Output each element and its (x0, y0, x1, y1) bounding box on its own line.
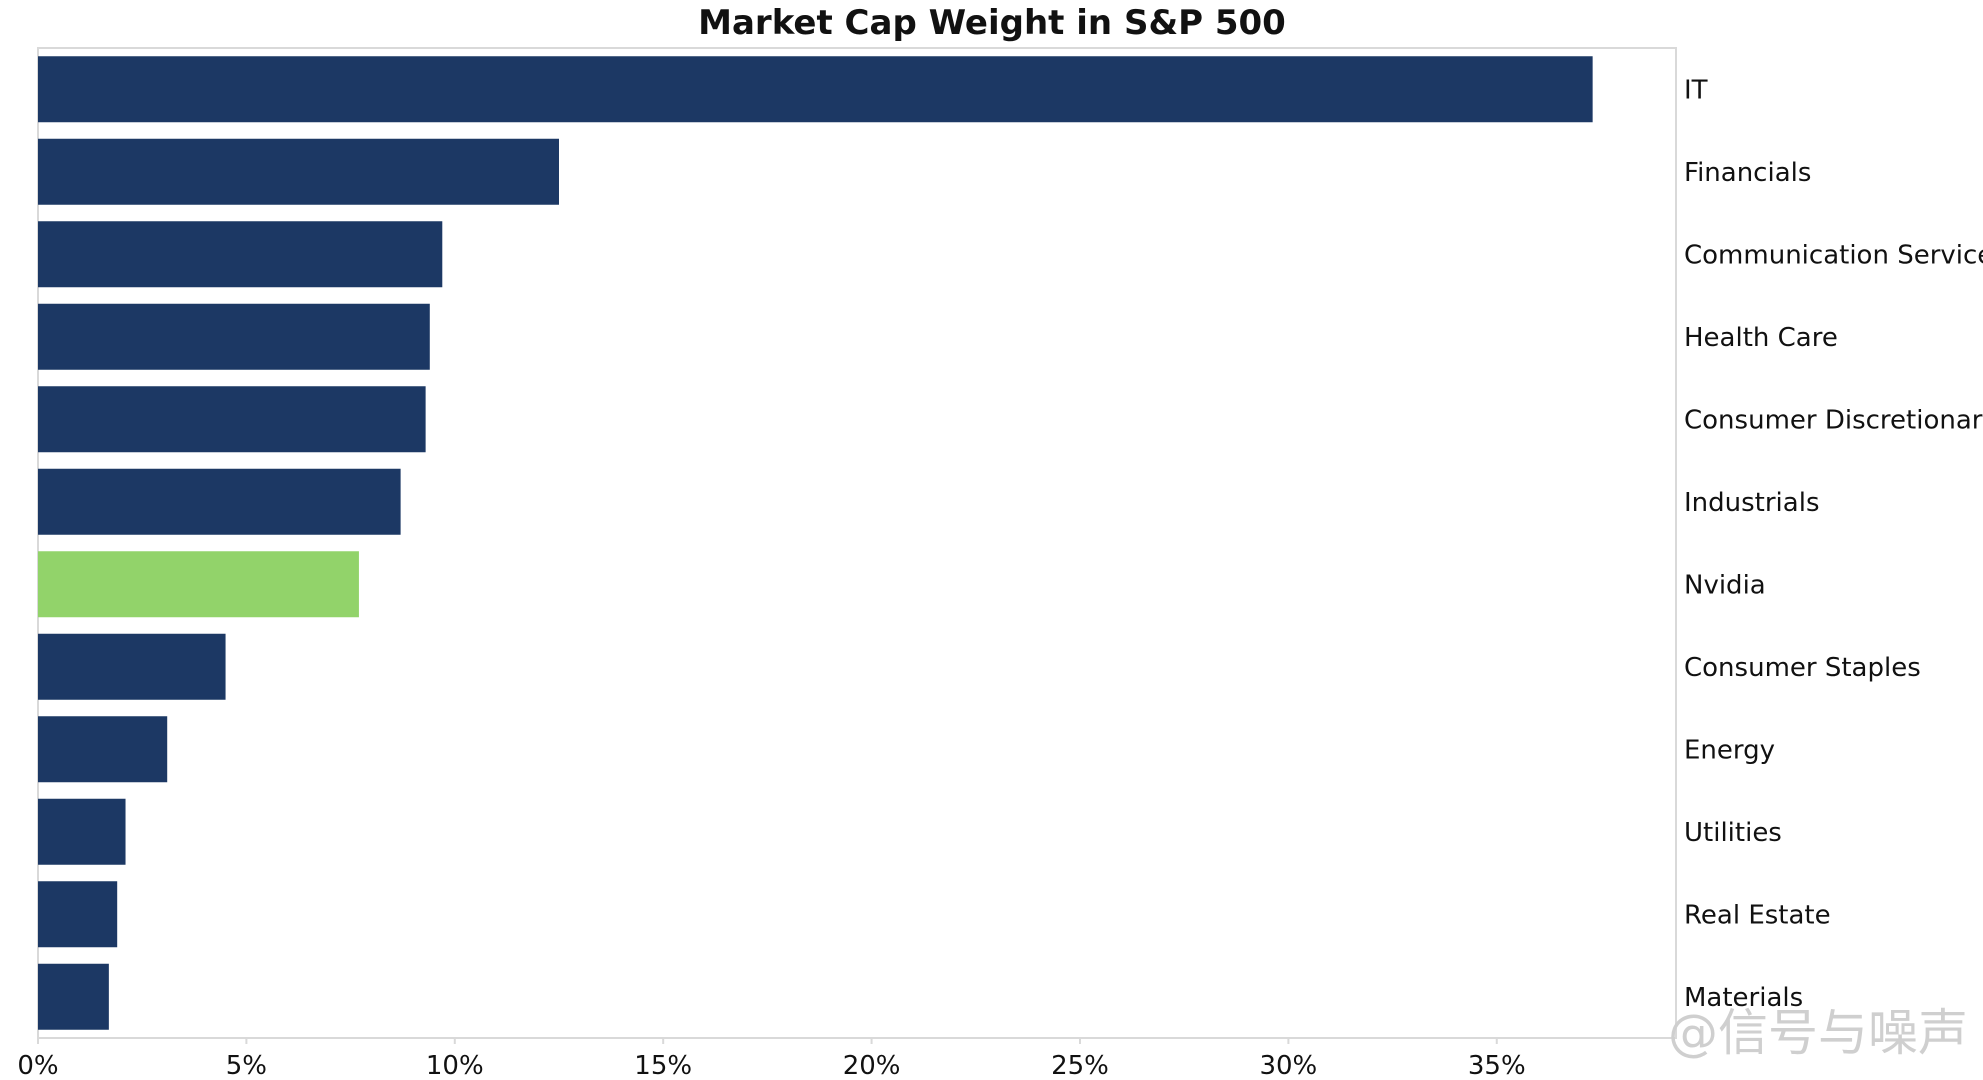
watermark-text: @信号与噪声 (1668, 1004, 1968, 1062)
category-label: Utilities (1684, 818, 1782, 848)
x-tick-label: 5% (226, 1051, 267, 1080)
category-label: IT (1684, 75, 1708, 105)
chart-title: Market Cap Weight in S&P 500 (698, 3, 1286, 43)
x-tick-label: 25% (1051, 1051, 1109, 1080)
bars-group (38, 56, 1593, 1030)
plot-frame (37, 47, 1677, 1039)
bar-energy (38, 716, 168, 783)
bar-utilities (38, 798, 126, 865)
x-tick-label: 0% (17, 1051, 58, 1080)
category-label: Consumer Staples (1684, 653, 1921, 683)
x-tick-label: 30% (1259, 1051, 1317, 1080)
bar-nvidia (38, 551, 359, 618)
x-tick-label: 15% (634, 1051, 692, 1080)
bar-communication-services (38, 221, 443, 288)
x-tick-label: 10% (426, 1051, 484, 1080)
bar-consumer-discretionary (38, 386, 426, 453)
category-label: Energy (1684, 735, 1775, 765)
x-tick-label: 20% (843, 1051, 901, 1080)
category-label: Real Estate (1684, 900, 1831, 930)
category-labels: IT Financials Communication Services Health… (1684, 75, 1983, 1013)
category-label: Nvidia (1684, 570, 1766, 600)
bar-health-care (38, 303, 430, 370)
bar-financials (38, 138, 559, 205)
bar-consumer-staples (38, 633, 226, 700)
x-tick-label: 35% (1468, 1051, 1526, 1080)
category-label: Consumer Discretionary (1684, 405, 1983, 435)
bar-industrials (38, 468, 401, 535)
bar-real-estate (38, 881, 118, 948)
category-label: Materials (1684, 983, 1803, 1013)
x-axis-ticks: 0% 5% 10% 15% 20% 25% 30% 35% (17, 1038, 1526, 1080)
category-label: Health Care (1684, 323, 1838, 353)
category-label: Industrials (1684, 488, 1819, 518)
category-label: Financials (1684, 158, 1811, 188)
bar-it (38, 56, 1593, 123)
category-label: Communication Services (1684, 240, 1983, 270)
bar-materials (38, 963, 109, 1030)
